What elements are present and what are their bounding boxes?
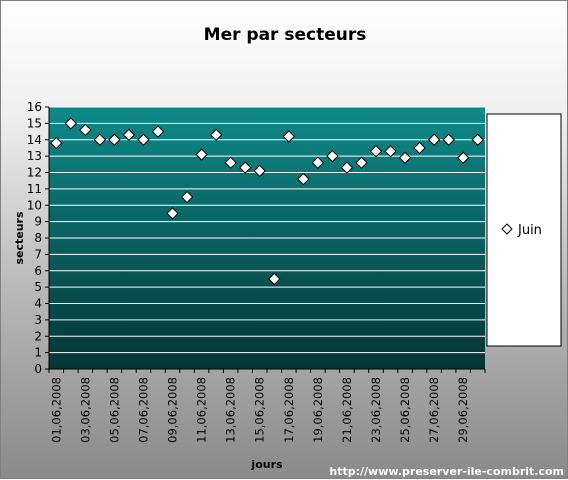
chart-title: Mer par secteurs xyxy=(204,25,367,45)
legend-marker-icon xyxy=(501,223,513,235)
y-tick-label: 15 xyxy=(27,116,42,130)
data-point-30 xyxy=(471,133,484,146)
x-tick-label: 13,06,2008 xyxy=(224,377,238,443)
y-tick-label: 12 xyxy=(27,166,42,180)
x-tick-label: 07,06,2008 xyxy=(136,377,150,443)
legend-box xyxy=(486,113,562,347)
data-point-6 xyxy=(122,128,136,142)
data-point-25 xyxy=(398,151,412,164)
data-point-2 xyxy=(64,117,78,130)
x-tick-label: 29,06,2008 xyxy=(456,377,470,443)
data-point-20 xyxy=(326,149,339,163)
data-point-28 xyxy=(442,133,455,146)
y-tick-label: 16 xyxy=(27,100,42,114)
legend: Juin xyxy=(486,113,562,347)
x-tick-label: 27,06,2008 xyxy=(427,377,441,443)
data-point-19 xyxy=(311,156,325,169)
y-tick-label: 11 xyxy=(27,182,42,196)
y-tick-label: 0 xyxy=(34,362,42,376)
x-tick-label: 21,06,2008 xyxy=(340,377,354,443)
grid-lines xyxy=(49,106,485,354)
data-point-16 xyxy=(268,272,281,286)
data-point-21 xyxy=(340,161,354,174)
data-point-22 xyxy=(355,156,368,169)
data-point-1 xyxy=(50,136,63,150)
data-point-10 xyxy=(180,190,194,204)
x-tick-label: 05,06,2008 xyxy=(107,377,121,443)
data-point-17 xyxy=(282,130,296,143)
data-point-3 xyxy=(79,123,92,137)
x-tick-label: 25,06,2008 xyxy=(398,377,412,443)
data-point-23 xyxy=(369,145,383,158)
data-point-27 xyxy=(427,133,441,146)
y-tick-label: 7 xyxy=(34,247,42,261)
data-point-5 xyxy=(108,133,121,146)
x-axis-label: jours xyxy=(250,458,283,471)
data-point-13 xyxy=(224,156,237,169)
data-point-4 xyxy=(93,133,107,146)
y-tick-label: 9 xyxy=(34,215,42,229)
y-tick-label: 3 xyxy=(34,313,42,327)
x-tick-label: 19,06,2008 xyxy=(311,377,325,443)
x-tick-label: 03,06,2008 xyxy=(78,377,92,443)
data-point-14 xyxy=(238,161,252,174)
y-tick-label: 10 xyxy=(27,198,42,212)
footer-url: http://www.preserver-ile-combrit.com xyxy=(329,465,564,478)
y-tick-label: 4 xyxy=(34,297,42,311)
y-tick-label: 13 xyxy=(27,149,42,163)
x-axis-ticks: 01,06,2008 03,06,2008 05,06,2008 07,06,2008… xyxy=(48,369,486,443)
data-point-26 xyxy=(413,141,426,155)
y-tick-label: 8 xyxy=(34,231,42,245)
data-point-29 xyxy=(456,151,470,164)
data-points xyxy=(50,117,484,286)
data-point-8 xyxy=(151,125,165,138)
y-tick-label: 6 xyxy=(34,264,42,278)
x-tick-label: 15,06,2008 xyxy=(253,377,267,443)
x-tick-label: 01,06,2008 xyxy=(49,377,63,443)
data-point-11 xyxy=(195,148,208,161)
y-tick-label: 14 xyxy=(27,133,42,147)
y-axis-label: secteurs xyxy=(13,211,26,265)
x-tick-label: 11,06,2008 xyxy=(195,377,209,443)
x-tick-label: 09,06,2008 xyxy=(166,377,180,443)
x-tick-label: 17,06,2008 xyxy=(282,377,296,443)
data-point-18 xyxy=(297,172,310,186)
y-tick-label: 1 xyxy=(34,346,42,360)
data-point-24 xyxy=(384,145,397,158)
data-point-9 xyxy=(166,207,179,220)
x-tick-label: 23,06,2008 xyxy=(369,377,383,443)
data-point-7 xyxy=(137,133,150,146)
data-point-15 xyxy=(253,164,266,178)
y-tick-label: 5 xyxy=(34,280,42,294)
data-point-12 xyxy=(209,128,223,142)
legend-entry-juin: Juin xyxy=(517,223,542,238)
y-tick-label: 2 xyxy=(34,329,42,343)
